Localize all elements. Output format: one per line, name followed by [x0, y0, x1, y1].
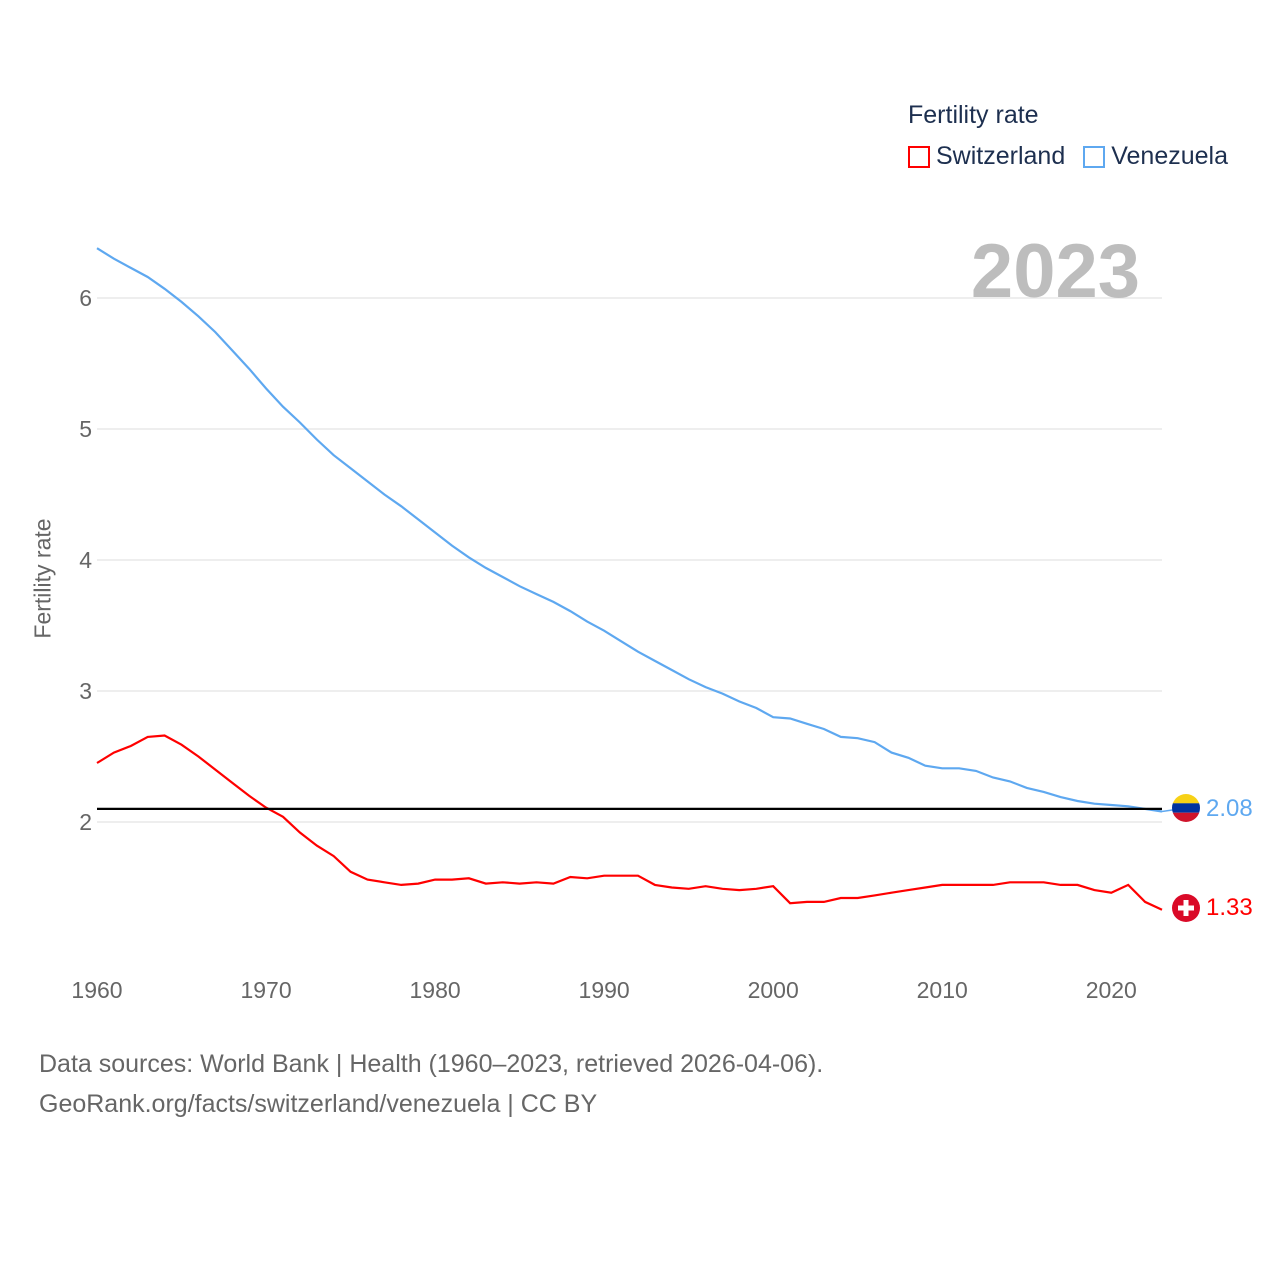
- end-label-switzerland: 1.33: [1206, 894, 1253, 921]
- x-tick-label: 1960: [71, 977, 122, 1003]
- legend-item-switzerland[interactable]: Switzerland: [908, 142, 1065, 171]
- x-tick-label: 2010: [917, 977, 968, 1003]
- y-tick-label: 3: [79, 678, 92, 704]
- y-tick-label: 5: [79, 416, 92, 442]
- year-label: 2023: [970, 229, 1140, 314]
- y-tick-label: 2: [79, 809, 92, 835]
- x-tick-label: 1980: [410, 977, 461, 1003]
- y-tick-label: 4: [79, 547, 92, 573]
- footer-link[interactable]: GeoRank.org/facts/switzerland/venezuela …: [39, 1090, 598, 1118]
- legend-swatch-venezuela: [1083, 145, 1106, 168]
- swiss-cross: [1178, 905, 1194, 911]
- legend-label: Venezuela: [1111, 142, 1229, 170]
- x-tick-label: 2000: [748, 977, 799, 1003]
- legend: Switzerland Venezuela: [908, 142, 1228, 171]
- y-axis-label: Fertility rate: [29, 518, 56, 639]
- end-label-venezuela: 2.08: [1206, 795, 1253, 822]
- footer-sources: Data sources: World Bank | Health (1960–…: [39, 1050, 824, 1078]
- y-tick-label: 6: [79, 285, 92, 311]
- series-line-venezuela: [96, 247, 1163, 813]
- series-line-switzerland: [96, 734, 1163, 911]
- x-tick-label: 1970: [240, 977, 291, 1003]
- legend-swatch-switzerland: [908, 145, 930, 168]
- legend-item-venezuela[interactable]: Venezuela: [1083, 142, 1228, 171]
- venezuela-flag-icon: [1172, 794, 1200, 822]
- legend-title: Fertility rate: [908, 101, 1039, 129]
- x-tick-label: 2020: [1086, 977, 1137, 1003]
- legend-label: Switzerland: [936, 142, 1066, 170]
- x-tick-label: 1990: [579, 977, 630, 1003]
- footer: Data sources: World Bank | Health (1960–…: [39, 1044, 823, 1124]
